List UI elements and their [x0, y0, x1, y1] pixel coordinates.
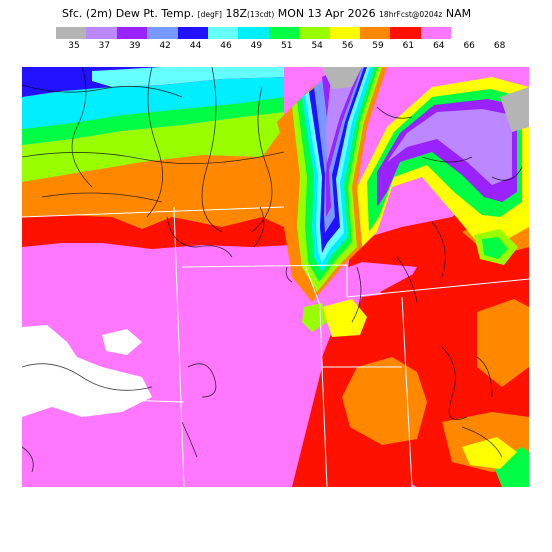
field-red-blob: [380, 272, 442, 317]
field-orange-se: [342, 357, 427, 445]
dew-point-map: [22, 67, 529, 487]
legend-tick-label: 64: [433, 41, 445, 51]
legend-tick-label: 44: [189, 41, 202, 51]
legend-tick-label: 59: [372, 41, 384, 51]
field-lime-band: [22, 112, 284, 182]
legend-tick-label: 42: [159, 41, 171, 51]
legend-swatch: [359, 27, 391, 39]
legend-tick-label: 35: [68, 41, 80, 51]
title-date: MON 13 Apr 2026: [277, 7, 376, 20]
field-yellow-se: [462, 437, 517, 469]
field-green-east: [482, 237, 508, 259]
field-lake-lavender: [326, 67, 360, 163]
legend-tick-label: 61: [402, 41, 415, 51]
legend-swatch: [238, 27, 269, 39]
title-product: Sfc. (2m) Dew Pt. Temp.: [62, 7, 195, 20]
field-orange-band: [22, 127, 307, 229]
legend-swatch: [299, 27, 330, 39]
title-local-time: (13cdt): [247, 10, 275, 19]
field-orange-east: [477, 299, 529, 387]
field-white-sw2: [102, 329, 142, 355]
title-model: NAM: [445, 7, 472, 20]
field-lightcyan-band: [92, 67, 284, 87]
county-outlines: [22, 67, 523, 473]
legend-tick-label: 46: [220, 41, 232, 51]
legend-swatches: [56, 27, 452, 39]
state-borders: [22, 206, 529, 487]
title-valid-time: 18Z: [225, 7, 248, 20]
legend-swatch: [56, 27, 87, 39]
field-yellow-1: [322, 299, 367, 337]
map-title: Sfc. (2m) Dew Pt. Temp. [degF] 18Z(13cdt…: [62, 7, 471, 20]
legend-swatch: [116, 27, 148, 39]
legend-swatch: [420, 27, 452, 39]
field-white-sw: [22, 325, 152, 417]
legend-swatch: [268, 27, 300, 39]
legend-tick-label: 66: [463, 41, 475, 51]
field-green-band: [22, 97, 284, 145]
legend-swatch: [86, 27, 117, 39]
legend-tick-label: 68: [493, 41, 506, 51]
title-forecast: 18hrFcst@0204z: [379, 10, 443, 19]
legend-swatch: [207, 27, 239, 39]
field-lake-gray: [322, 67, 362, 89]
legend-swatch: [390, 27, 421, 39]
legend-tick-label: 39: [129, 41, 141, 51]
legend-tick-label: 54: [311, 41, 323, 51]
legend-tick-label: 56: [341, 41, 354, 51]
map-canvas: [22, 67, 529, 487]
field-lake-ring-lavender: [387, 109, 512, 185]
color-legend: 35 37 39 42 44 46 49 51 54 56 59 61 64 66 68: [56, 27, 505, 51]
legend-swatch: [177, 27, 208, 39]
field-green-se: [492, 447, 529, 487]
legend-swatch: [329, 27, 360, 39]
field-cyan-band: [22, 77, 284, 129]
field-lake-ring-gray: [500, 87, 529, 132]
legend-tick-label: 49: [250, 41, 263, 51]
legend-tick-label: 37: [98, 41, 111, 51]
legend-labels: 35 37 39 42 44 46 49 51 54 56 59 61 64 66 68: [56, 41, 505, 53]
legend-swatch: [147, 27, 178, 39]
legend-tick-label: 51: [281, 41, 293, 51]
title-units: [degF]: [197, 10, 222, 19]
field-red-west: [22, 215, 292, 249]
